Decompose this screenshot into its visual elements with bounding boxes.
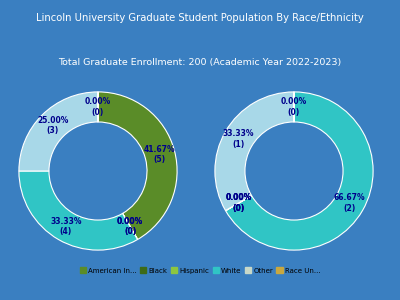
Text: 0.00%
(0): 0.00% (0): [281, 97, 307, 117]
Text: 66.67%
(2): 66.67% (2): [334, 193, 365, 213]
Wedge shape: [226, 196, 252, 211]
Text: Lincoln University Graduate Student Population By Race/Ethnicity: Lincoln University Graduate Student Popu…: [36, 14, 364, 23]
Wedge shape: [19, 92, 98, 171]
Wedge shape: [122, 214, 138, 239]
Text: 0.00%
(0): 0.00% (0): [226, 194, 252, 213]
Legend: American In..., Black, Hispanic, White, Other, Race Un...: American In..., Black, Hispanic, White, …: [77, 265, 323, 276]
Wedge shape: [226, 196, 252, 211]
Wedge shape: [215, 92, 294, 211]
Wedge shape: [98, 92, 177, 239]
Text: 0.00%
(0): 0.00% (0): [117, 217, 143, 236]
Text: 0.00%
(0): 0.00% (0): [85, 97, 111, 117]
Text: 0.00%
(0): 0.00% (0): [117, 217, 143, 236]
Wedge shape: [19, 171, 138, 250]
Text: 0.00%
(0): 0.00% (0): [226, 194, 252, 213]
Wedge shape: [226, 92, 373, 250]
Text: 41.67%
(5): 41.67% (5): [144, 145, 176, 164]
Text: 25.00%
(3): 25.00% (3): [37, 116, 68, 135]
Text: 33.33%
(1): 33.33% (1): [223, 129, 254, 149]
Wedge shape: [122, 214, 138, 239]
Wedge shape: [226, 196, 252, 211]
Text: 0.00%
(0): 0.00% (0): [225, 193, 252, 213]
Text: 33.33%
(4): 33.33% (4): [50, 217, 82, 236]
Text: Total Graduate Enrollment: 200 (Academic Year 2022-2023): Total Graduate Enrollment: 200 (Academic…: [58, 58, 342, 68]
